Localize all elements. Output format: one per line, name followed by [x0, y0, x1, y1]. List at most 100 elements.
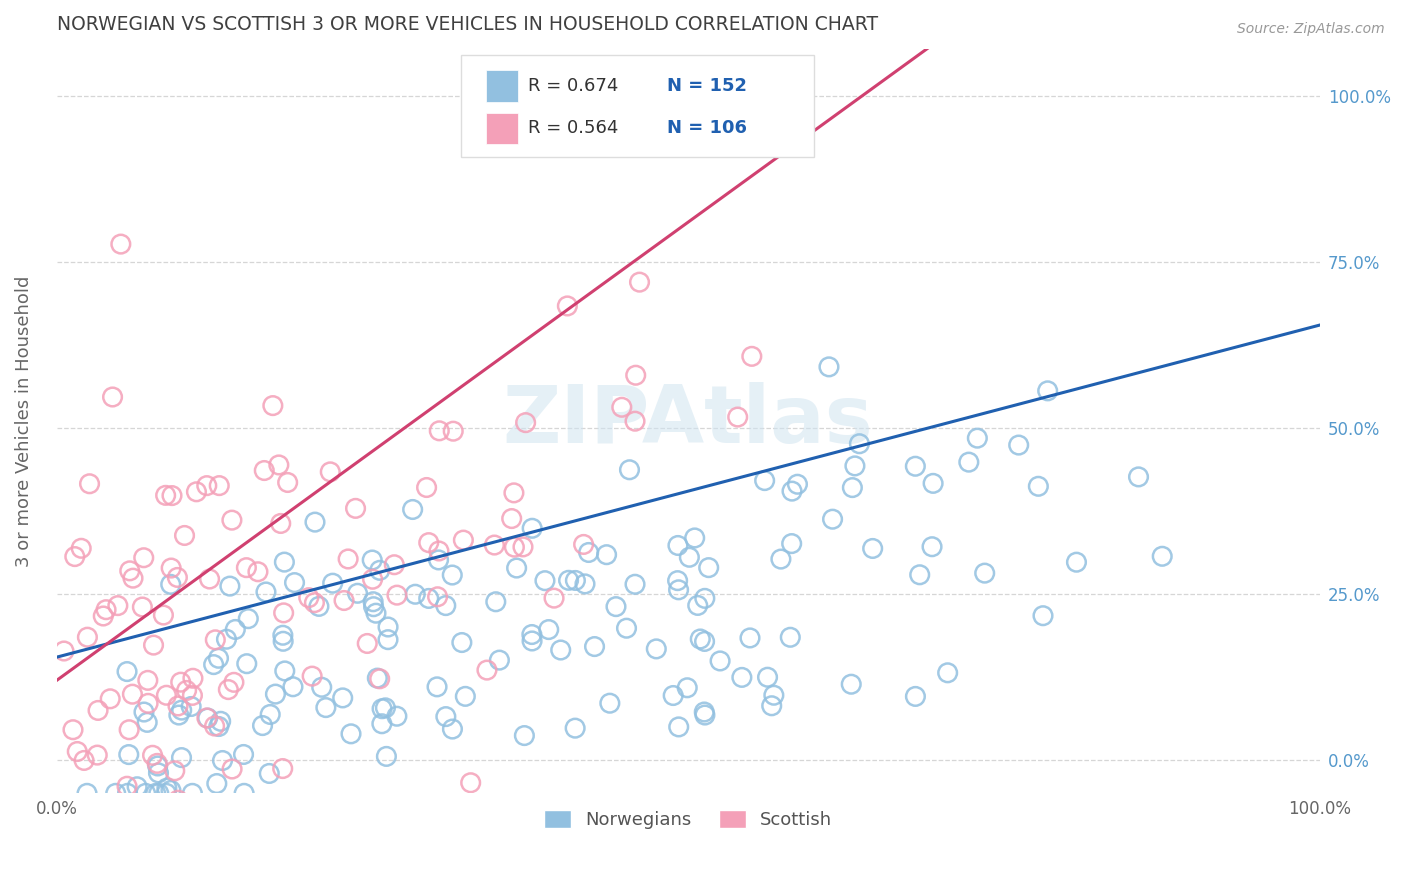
Point [136, 715, 159, 730]
Point [79, 476, 101, 491]
Point [101, 390, 124, 404]
Point [217, 682, 239, 697]
Point [346, 586, 368, 600]
Point [132, 550, 155, 565]
Point [356, 636, 378, 650]
Point [503, 540, 526, 554]
Point [693, 705, 716, 719]
Point [377, 632, 399, 647]
Point [450, 635, 472, 649]
Point [63, 549, 86, 564]
Point [668, 582, 690, 597]
Point [624, 414, 647, 428]
Point [520, 634, 543, 648]
Point [62, 833, 84, 847]
Point [1066, 555, 1088, 569]
Point [87, 703, 110, 717]
Point [215, 632, 238, 647]
Point [167, 698, 190, 713]
Text: ZIPAtlas: ZIPAtlas [503, 383, 873, 460]
Point [595, 548, 617, 562]
Point [624, 368, 647, 383]
Point [605, 599, 627, 614]
Point [146, 756, 169, 771]
Point [1008, 438, 1031, 452]
Point [238, 612, 260, 626]
Point [262, 399, 284, 413]
Point [222, 675, 245, 690]
Point [427, 553, 450, 567]
Point [160, 561, 183, 575]
Point [434, 599, 457, 613]
Point [780, 484, 803, 499]
Point [166, 570, 188, 584]
Point [143, 805, 166, 819]
Point [183, 827, 205, 841]
Point [578, 545, 600, 559]
Text: R = 0.564: R = 0.564 [527, 120, 619, 137]
Point [277, 475, 299, 490]
Point [780, 536, 803, 550]
Point [645, 641, 668, 656]
Point [118, 747, 141, 762]
Point [98, 691, 121, 706]
Point [145, 786, 167, 800]
Point [762, 688, 785, 702]
Point [371, 716, 394, 731]
Point [686, 599, 709, 613]
FancyBboxPatch shape [461, 54, 814, 157]
Point [195, 711, 218, 725]
Point [364, 606, 387, 620]
Point [616, 621, 638, 635]
Point [662, 689, 685, 703]
Point [118, 723, 141, 737]
Point [96, 833, 118, 847]
Point [208, 719, 231, 733]
Point [761, 698, 783, 713]
Point [207, 651, 229, 665]
Point [181, 671, 204, 685]
Point [624, 577, 647, 591]
Point [628, 275, 651, 289]
Point [122, 571, 145, 585]
Point [550, 643, 572, 657]
Point [583, 640, 606, 654]
Point [86, 748, 108, 763]
Point [221, 513, 243, 527]
Point [298, 591, 321, 605]
Point [505, 561, 527, 575]
Point [377, 620, 399, 634]
Point [76, 786, 98, 800]
Point [270, 516, 292, 531]
Point [132, 705, 155, 719]
Point [273, 555, 295, 569]
Point [259, 707, 281, 722]
Point [221, 762, 243, 776]
Point [957, 455, 980, 469]
Point [382, 558, 405, 572]
Point [117, 786, 139, 800]
Point [557, 574, 579, 588]
Point [271, 628, 294, 642]
Point [160, 783, 183, 797]
Point [415, 481, 437, 495]
Point [267, 458, 290, 472]
Point [689, 632, 711, 646]
Point [159, 577, 181, 591]
Y-axis label: 3 or more Vehicles in Household: 3 or more Vehicles in Household [15, 276, 32, 567]
Point [418, 591, 440, 606]
Point [170, 675, 193, 690]
Point [58, 798, 80, 813]
Point [741, 349, 763, 363]
Point [368, 563, 391, 577]
Point [973, 566, 995, 581]
Point [180, 699, 202, 714]
Point [73, 754, 96, 768]
Point [135, 786, 157, 800]
Point [131, 600, 153, 615]
Point [301, 669, 323, 683]
Point [170, 750, 193, 764]
Point [136, 673, 159, 688]
Point [218, 579, 240, 593]
Point [70, 541, 93, 556]
